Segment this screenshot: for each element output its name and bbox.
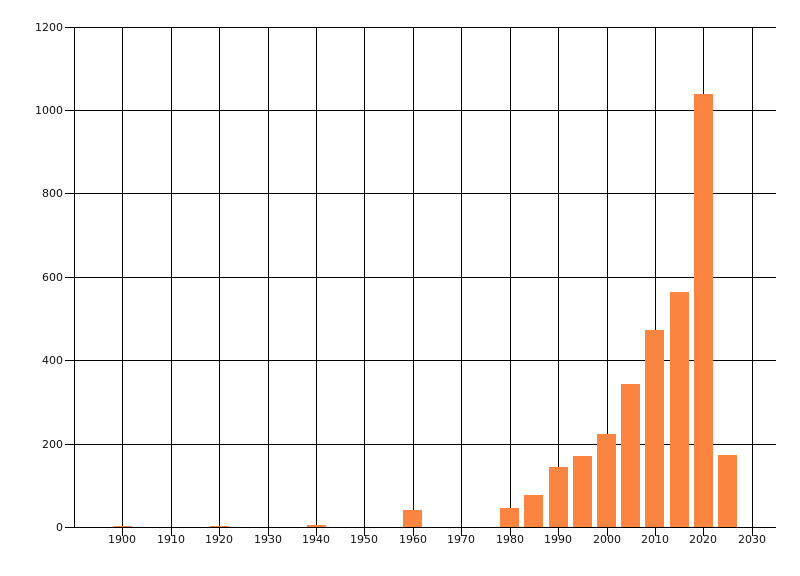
bar (307, 525, 326, 527)
bar (113, 526, 132, 527)
bar (549, 467, 568, 527)
y-tick-label: 1000 (35, 104, 63, 117)
x-tick-label: 1970 (447, 533, 475, 546)
x-tick-label: 2010 (641, 533, 669, 546)
v-gridline (752, 27, 753, 536)
v-gridline (364, 27, 365, 536)
h-gridline (65, 193, 776, 194)
x-tick-label: 2030 (738, 533, 766, 546)
x-tick-label: 1910 (157, 533, 185, 546)
v-gridline (268, 27, 269, 536)
bar (500, 508, 519, 527)
h-gridline (65, 360, 776, 361)
x-tick-label: 2000 (593, 533, 621, 546)
bar (621, 384, 640, 527)
bar (718, 455, 737, 527)
bar (524, 495, 543, 527)
h-gridline (65, 27, 776, 28)
v-gridline (316, 27, 317, 536)
bar (670, 292, 689, 527)
x-tick-label: 1900 (108, 533, 136, 546)
y-tick-label: 1200 (35, 21, 63, 34)
x-tick-label: 2020 (689, 533, 717, 546)
x-tick-label: 1950 (350, 533, 378, 546)
bar (597, 434, 616, 527)
x-tick-label: 1980 (496, 533, 524, 546)
v-gridline (607, 27, 608, 536)
bar (210, 526, 229, 527)
y-tick-label: 600 (42, 271, 63, 284)
x-tick-label: 1960 (399, 533, 427, 546)
h-gridline (65, 110, 776, 111)
x-baseline (65, 527, 776, 528)
v-gridline (510, 27, 511, 536)
v-gridline (413, 27, 414, 536)
bar (573, 456, 592, 527)
y-axis-line (74, 27, 75, 528)
v-gridline (558, 27, 559, 536)
y-tick-label: 0 (56, 521, 63, 534)
v-gridline (219, 27, 220, 536)
x-tick-label: 1920 (205, 533, 233, 546)
x-tick-label: 1990 (544, 533, 572, 546)
x-tick-label: 1940 (302, 533, 330, 546)
h-gridline (65, 277, 776, 278)
y-tick-label: 400 (42, 354, 63, 367)
v-gridline (461, 27, 462, 536)
bar (694, 94, 713, 527)
v-gridline (655, 27, 656, 536)
bar (645, 330, 664, 527)
y-tick-label: 800 (42, 187, 63, 200)
v-gridline (122, 27, 123, 536)
x-tick-label: 1930 (254, 533, 282, 546)
v-gridline (171, 27, 172, 536)
bar (403, 510, 422, 527)
h-gridline (65, 444, 776, 445)
y-tick-label: 200 (42, 438, 63, 451)
